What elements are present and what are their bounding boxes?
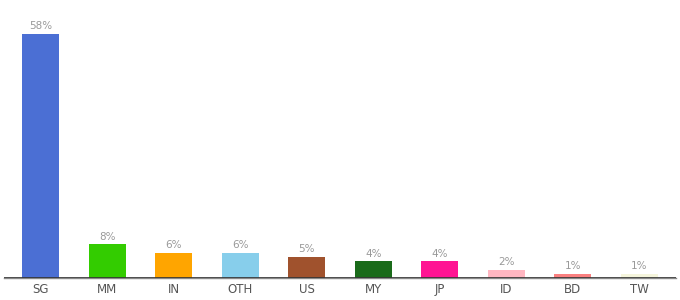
Text: 6%: 6% <box>232 240 248 250</box>
Text: 6%: 6% <box>165 240 182 250</box>
Text: 1%: 1% <box>631 261 647 271</box>
Bar <box>355 261 392 278</box>
Text: 4%: 4% <box>365 249 381 259</box>
Bar <box>288 257 325 278</box>
Bar <box>89 244 126 278</box>
Text: 4%: 4% <box>432 249 448 259</box>
Bar <box>422 261 458 278</box>
Text: 8%: 8% <box>99 232 116 242</box>
Bar <box>621 274 658 278</box>
Bar <box>156 253 192 278</box>
Bar <box>488 269 524 278</box>
Text: 1%: 1% <box>564 261 581 271</box>
Bar <box>22 34 59 278</box>
Text: 2%: 2% <box>498 257 515 267</box>
Text: 5%: 5% <box>299 244 315 254</box>
Text: 58%: 58% <box>29 21 52 31</box>
Bar <box>554 274 591 278</box>
Bar <box>222 253 258 278</box>
